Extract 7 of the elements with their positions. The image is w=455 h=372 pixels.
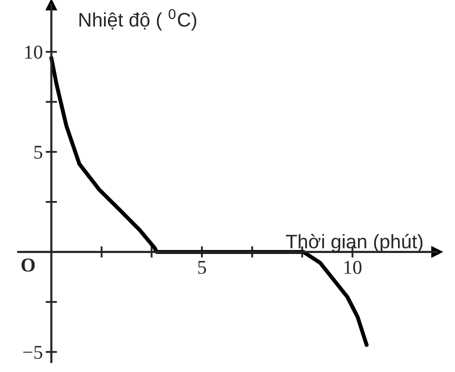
y-tick-label: −5 — [23, 346, 42, 359]
annotation: O — [22, 258, 35, 272]
x-axis-title: Thời gian (phút) — [286, 234, 422, 252]
y-tick-label: 5 — [34, 146, 42, 159]
y-axis-title: Nhiệt độ ( $^{0}$C) — [79, 8, 196, 31]
y-tick-label: 10 — [25, 46, 42, 59]
line-series — [49, 56, 369, 347]
